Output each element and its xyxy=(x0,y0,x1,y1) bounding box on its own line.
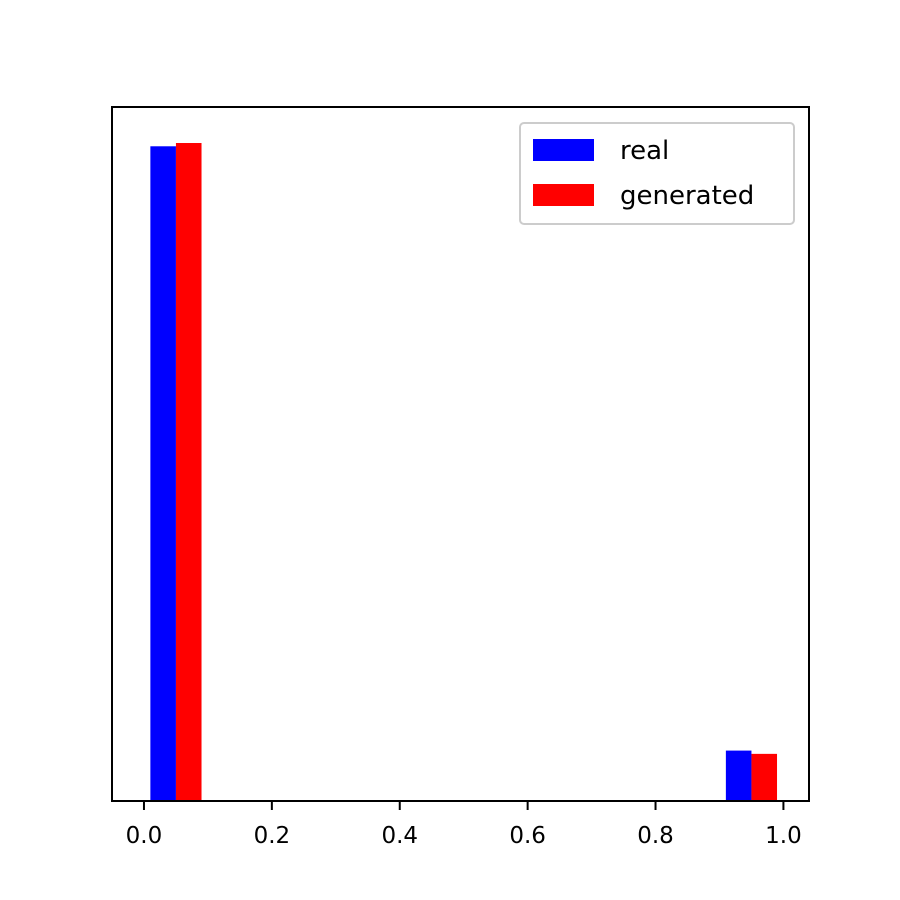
x-tick-label: 0.6 xyxy=(509,823,546,849)
legend-label-real: real xyxy=(620,136,669,166)
bar-generated-1 xyxy=(751,753,778,801)
bar-generated-0 xyxy=(175,143,202,802)
legend-swatch-generated xyxy=(533,184,594,206)
bar-real-0 xyxy=(150,146,176,801)
x-tick-label: 0.2 xyxy=(254,823,291,849)
legend-label-generated: generated xyxy=(620,181,754,211)
legend-swatch-real xyxy=(533,139,594,161)
x-tick-label: 1.0 xyxy=(765,823,802,849)
bars-group xyxy=(150,143,778,802)
x-axis: 0.0 0.2 0.4 0.6 0.8 1.0 xyxy=(126,801,802,849)
x-tick-label: 0.0 xyxy=(126,823,163,849)
bar-real-1 xyxy=(725,750,752,801)
x-tick-label: 0.4 xyxy=(381,823,418,849)
x-tick-label: 0.8 xyxy=(637,823,674,849)
plot-frame xyxy=(111,106,810,802)
legend: real generated xyxy=(519,122,795,225)
